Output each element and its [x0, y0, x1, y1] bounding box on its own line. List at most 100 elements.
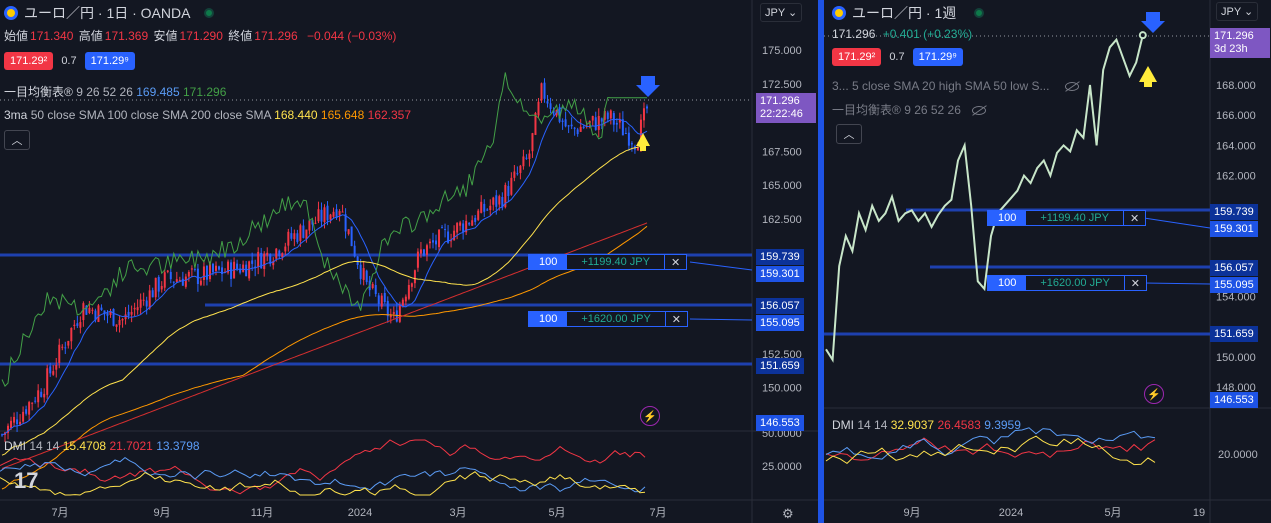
- collapse-legend-button[interactable]: ︿: [4, 130, 30, 150]
- dmi-value-1: 15.4708: [62, 439, 107, 453]
- candle-body: [91, 309, 94, 311]
- daily-chart-canvas[interactable]: 175.000 172.500 167.500 165.000 162.500 152.5…: [0, 0, 818, 523]
- candle-body: [94, 310, 97, 321]
- candle-body: [416, 251, 419, 268]
- candle-body: [489, 205, 492, 210]
- candle-body: [172, 281, 175, 283]
- candle-body: [579, 126, 582, 132]
- dmi-legend[interactable]: DMI 14 14 32.9037 26.4583 9.3959: [832, 418, 1021, 432]
- candle-body: [561, 120, 564, 122]
- candle-body: [513, 171, 516, 178]
- dmi-value-2: 26.4583: [937, 418, 981, 432]
- sell-button[interactable]: 171.29²: [832, 48, 882, 66]
- candle-body: [151, 290, 154, 298]
- price-axis-label: 172.500: [762, 79, 802, 91]
- arrow-down-icon: [636, 76, 660, 97]
- tenkan-line: [1, 107, 648, 436]
- flag-icon: [4, 6, 18, 20]
- order-line-2[interactable]: 100 +1620.00 JPY ✕: [528, 311, 688, 327]
- eye-off-icon[interactable]: [972, 106, 987, 116]
- candle-body: [519, 165, 522, 174]
- order-connector-line: [689, 318, 753, 321]
- candle-body: [639, 119, 642, 151]
- candle-body: [242, 264, 245, 272]
- candle-body: [591, 115, 594, 121]
- candle-body: [175, 279, 178, 282]
- collapse-icon: ︿: [11, 135, 23, 147]
- close-value: 171.296: [254, 29, 298, 43]
- close-icon[interactable]: ✕: [1129, 213, 1140, 225]
- candle-body: [145, 300, 148, 307]
- candle-body: [480, 201, 483, 213]
- candle-body: [419, 249, 422, 254]
- candle-body: [278, 250, 281, 257]
- close-icon[interactable]: ✕: [670, 257, 681, 269]
- pane-divider[interactable]: [818, 0, 824, 523]
- weekly-chart-pane[interactable]: 168.000 166.000 164.000 162.000 154.000 150.0…: [824, 0, 1271, 523]
- candle-body: [465, 220, 468, 233]
- eye-off-icon[interactable]: [1064, 82, 1079, 92]
- tradingview-logo-icon[interactable]: 17: [14, 468, 39, 493]
- candle-body: [377, 295, 380, 304]
- candle-body: [615, 122, 618, 125]
- candle-body: [97, 305, 100, 323]
- level-tag: 159.301: [756, 266, 804, 282]
- candle-body: [85, 305, 88, 315]
- symbol-header[interactable]: ユーロ／円 · 1週: [832, 3, 985, 23]
- dmi-value-1: 32.9037: [890, 418, 935, 432]
- candle-body: [618, 119, 621, 123]
- ma-legend[interactable]: 3ma 50 close SMA 100 close SMA 200 close…: [4, 108, 411, 122]
- candle-body: [142, 299, 145, 301]
- ma-params: 50 close SMA 100 close SMA 200 close SMA: [30, 108, 271, 122]
- close-icon[interactable]: ✕: [671, 314, 681, 326]
- level-tag: 156.057: [756, 298, 804, 314]
- collapse-legend-button[interactable]: ︿: [836, 124, 862, 144]
- candle-body: [438, 229, 441, 248]
- daily-chart-pane[interactable]: 175.000 172.500 167.500 165.000 162.500 152.5…: [0, 0, 818, 523]
- candle-body: [558, 107, 561, 122]
- time-axis-label: 5月: [1104, 507, 1121, 519]
- sma100-line: [1, 225, 648, 490]
- ichimoku-legend[interactable]: 一目均衡表® 9 26 52 26 169.485 171.296: [4, 83, 226, 100]
- currency-button[interactable]: JPY ⌄: [1216, 2, 1259, 21]
- trade-buttons: 171.29² 0.7 171.29⁹: [4, 52, 135, 70]
- candle-body: [347, 229, 350, 235]
- ma-legend-hidden[interactable]: 3... 5 close SMA 20 high SMA 50 low S...: [832, 79, 1079, 93]
- candle-body: [386, 300, 389, 317]
- settings-icon[interactable]: ⚙: [782, 506, 794, 521]
- candle-body: [395, 310, 398, 322]
- open-label: 始値: [4, 29, 29, 43]
- dmi-legend[interactable]: DMI 14 14 15.4708 21.7021 13.3798: [4, 439, 200, 453]
- symbol-title[interactable]: ユーロ／円 · 1日 · OANDA: [24, 5, 191, 21]
- candle-body: [19, 421, 22, 425]
- sell-button[interactable]: 171.29²: [4, 52, 54, 70]
- candle-body: [624, 133, 627, 135]
- candle-body: [441, 227, 444, 229]
- symbol-title[interactable]: ユーロ／円 · 1週: [852, 5, 957, 21]
- buy-button[interactable]: 171.29⁹: [912, 48, 963, 66]
- dmi-name: DMI: [4, 439, 26, 453]
- lightning-icon[interactable]: ⚡: [1144, 384, 1164, 404]
- order-line-1[interactable]: 100 +1199.40 JPY ✕: [987, 210, 1147, 226]
- ichimoku-name: 一目均衡表®: [4, 85, 73, 99]
- candle-body: [344, 214, 347, 232]
- symbol-header[interactable]: ユーロ／円 · 1日 · OANDA: [4, 3, 215, 23]
- ichimoku-legend-hidden[interactable]: 一目均衡表® 9 26 52 26: [832, 101, 987, 118]
- candle-body: [483, 203, 486, 212]
- order-pnl: +1620.00 JPY: [1026, 276, 1125, 290]
- close-icon[interactable]: ✕: [1130, 278, 1140, 290]
- last-price-marker: [1138, 31, 1147, 40]
- order-line-1[interactable]: 100 +1199.40 JPY ✕: [528, 254, 688, 270]
- candle-body: [211, 263, 214, 273]
- dmi-name: DMI: [832, 418, 854, 432]
- dmi-line: [0, 439, 646, 495]
- price-axis-label: 148.000: [1216, 382, 1256, 394]
- buy-button[interactable]: 171.29⁹: [84, 52, 135, 70]
- candle-body: [79, 322, 82, 328]
- candle-body: [507, 186, 510, 197]
- order-line-2[interactable]: 100 +1620.00 JPY ✕: [987, 275, 1147, 291]
- lightning-icon[interactable]: ⚡: [640, 406, 660, 426]
- currency-button[interactable]: JPY ⌄: [760, 3, 803, 22]
- candle-body: [208, 264, 211, 280]
- candle-body: [281, 253, 284, 258]
